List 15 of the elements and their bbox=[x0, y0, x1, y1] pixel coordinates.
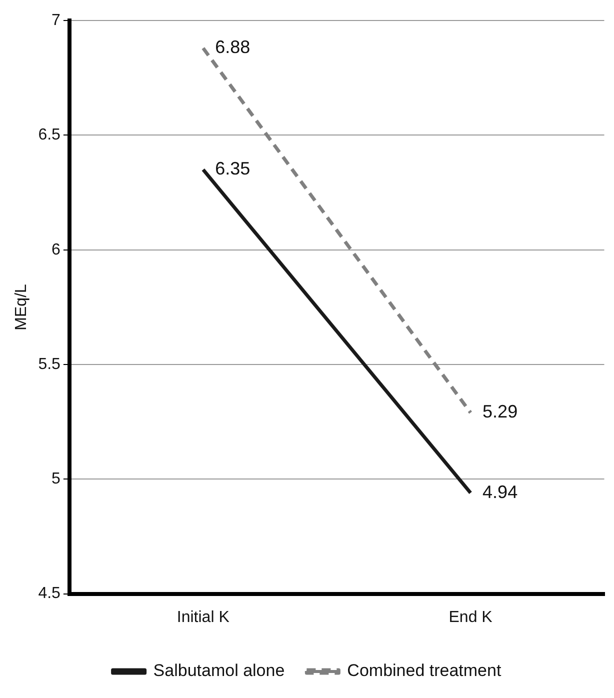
data-label: 4.94 bbox=[482, 482, 518, 502]
y-tick-label: 4.5 bbox=[38, 585, 61, 602]
y-tick-label: 6.5 bbox=[38, 126, 61, 144]
legend-label: Salbutamol alone bbox=[153, 661, 285, 680]
x-tick-label: End K bbox=[448, 608, 493, 626]
data-label: 6.35 bbox=[215, 158, 250, 179]
legend-label: Combined treatment bbox=[347, 661, 502, 680]
y-tick-label: 5.5 bbox=[38, 356, 61, 373]
data-label: 6.88 bbox=[215, 37, 250, 58]
x-tick-label: Initial K bbox=[176, 608, 230, 626]
y-axis-title: MEq/L bbox=[13, 284, 30, 330]
data-label: 5.29 bbox=[482, 402, 518, 422]
y-tick-label: 6 bbox=[52, 241, 61, 258]
y-tick-label: 7 bbox=[52, 12, 61, 30]
y-tick-label: 5 bbox=[52, 470, 61, 488]
